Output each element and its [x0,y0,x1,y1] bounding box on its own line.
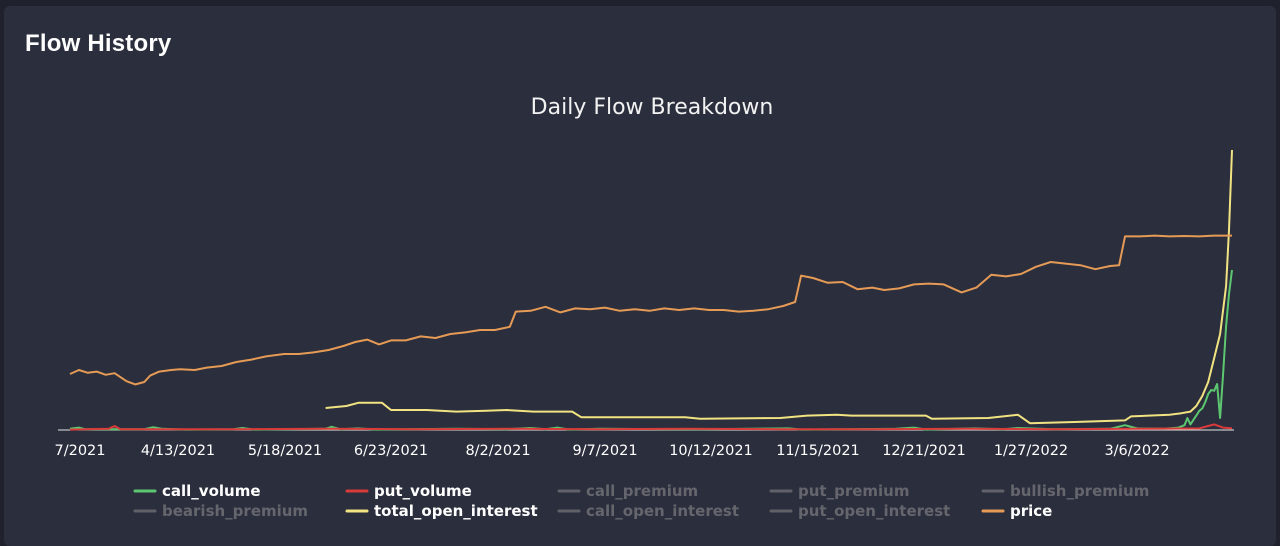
x-tick-label: 8/2/2021 [465,443,530,459]
series-line-total-open-interest[interactable] [325,149,1233,425]
legend-label: price [1010,502,1052,520]
x-tick-label: 12/21/2021 [882,443,966,459]
x-tick-label: 1/27/2022 [994,443,1068,459]
x-tick-label: 11/15/2021 [776,443,860,459]
legend-label: call_volume [162,482,261,500]
legend: call_volume put_volume call_premium put_pre… [133,482,1149,520]
legend-label: call_open_interest [586,502,739,520]
x-tick-label: 10/12/2021 [669,443,753,459]
legend-label: call_premium [586,482,698,500]
flow-history-panel: Flow History [4,6,1276,546]
series-line-price[interactable] [69,234,1232,386]
legend-label: put_open_interest [798,502,950,520]
legend-item-bullish-premium[interactable]: bullish_premium [981,482,1149,500]
legend-label: bullish_premium [1010,482,1149,500]
chart-title: Daily Flow Breakdown [531,95,774,120]
legend-item-put-volume[interactable]: put_volume [345,482,472,500]
legend-item-call-open-interest[interactable]: call_open_interest [557,502,739,520]
x-tick-label: 5/18/2021 [248,443,322,459]
x-tick-label: 3/6/2022 [1104,443,1169,459]
x-tick-label: 7/2021 [54,443,105,459]
legend-label: put_volume [374,482,472,500]
legend-item-call-premium[interactable]: call_premium [557,482,698,500]
legend-item-call-volume[interactable]: call_volume [133,482,261,500]
legend-item-price[interactable]: price [981,502,1052,520]
legend-label: total_open_interest [374,502,538,520]
plot-area [69,149,1233,431]
legend-item-put-open-interest[interactable]: put_open_interest [769,502,950,520]
x-tick-label: 6/23/2021 [354,443,428,459]
legend-item-put-premium[interactable]: put_premium [769,482,909,500]
legend-item-bearish-premium[interactable]: bearish_premium [133,502,308,520]
panel-title: Flow History [25,30,172,57]
x-tick-label: 4/13/2021 [141,443,215,459]
legend-label: bearish_premium [162,502,308,520]
series-line-put-volume[interactable] [69,423,1233,431]
legend-label: put_premium [798,482,909,500]
series-line-call-volume[interactable] [69,269,1233,431]
x-axis-ticks: 7/2021 4/13/2021 5/18/2021 6/23/2021 8/2/202… [54,443,1169,459]
legend-item-total-open-interest[interactable]: total_open_interest [345,502,538,520]
x-tick-label: 9/7/2021 [572,443,637,459]
